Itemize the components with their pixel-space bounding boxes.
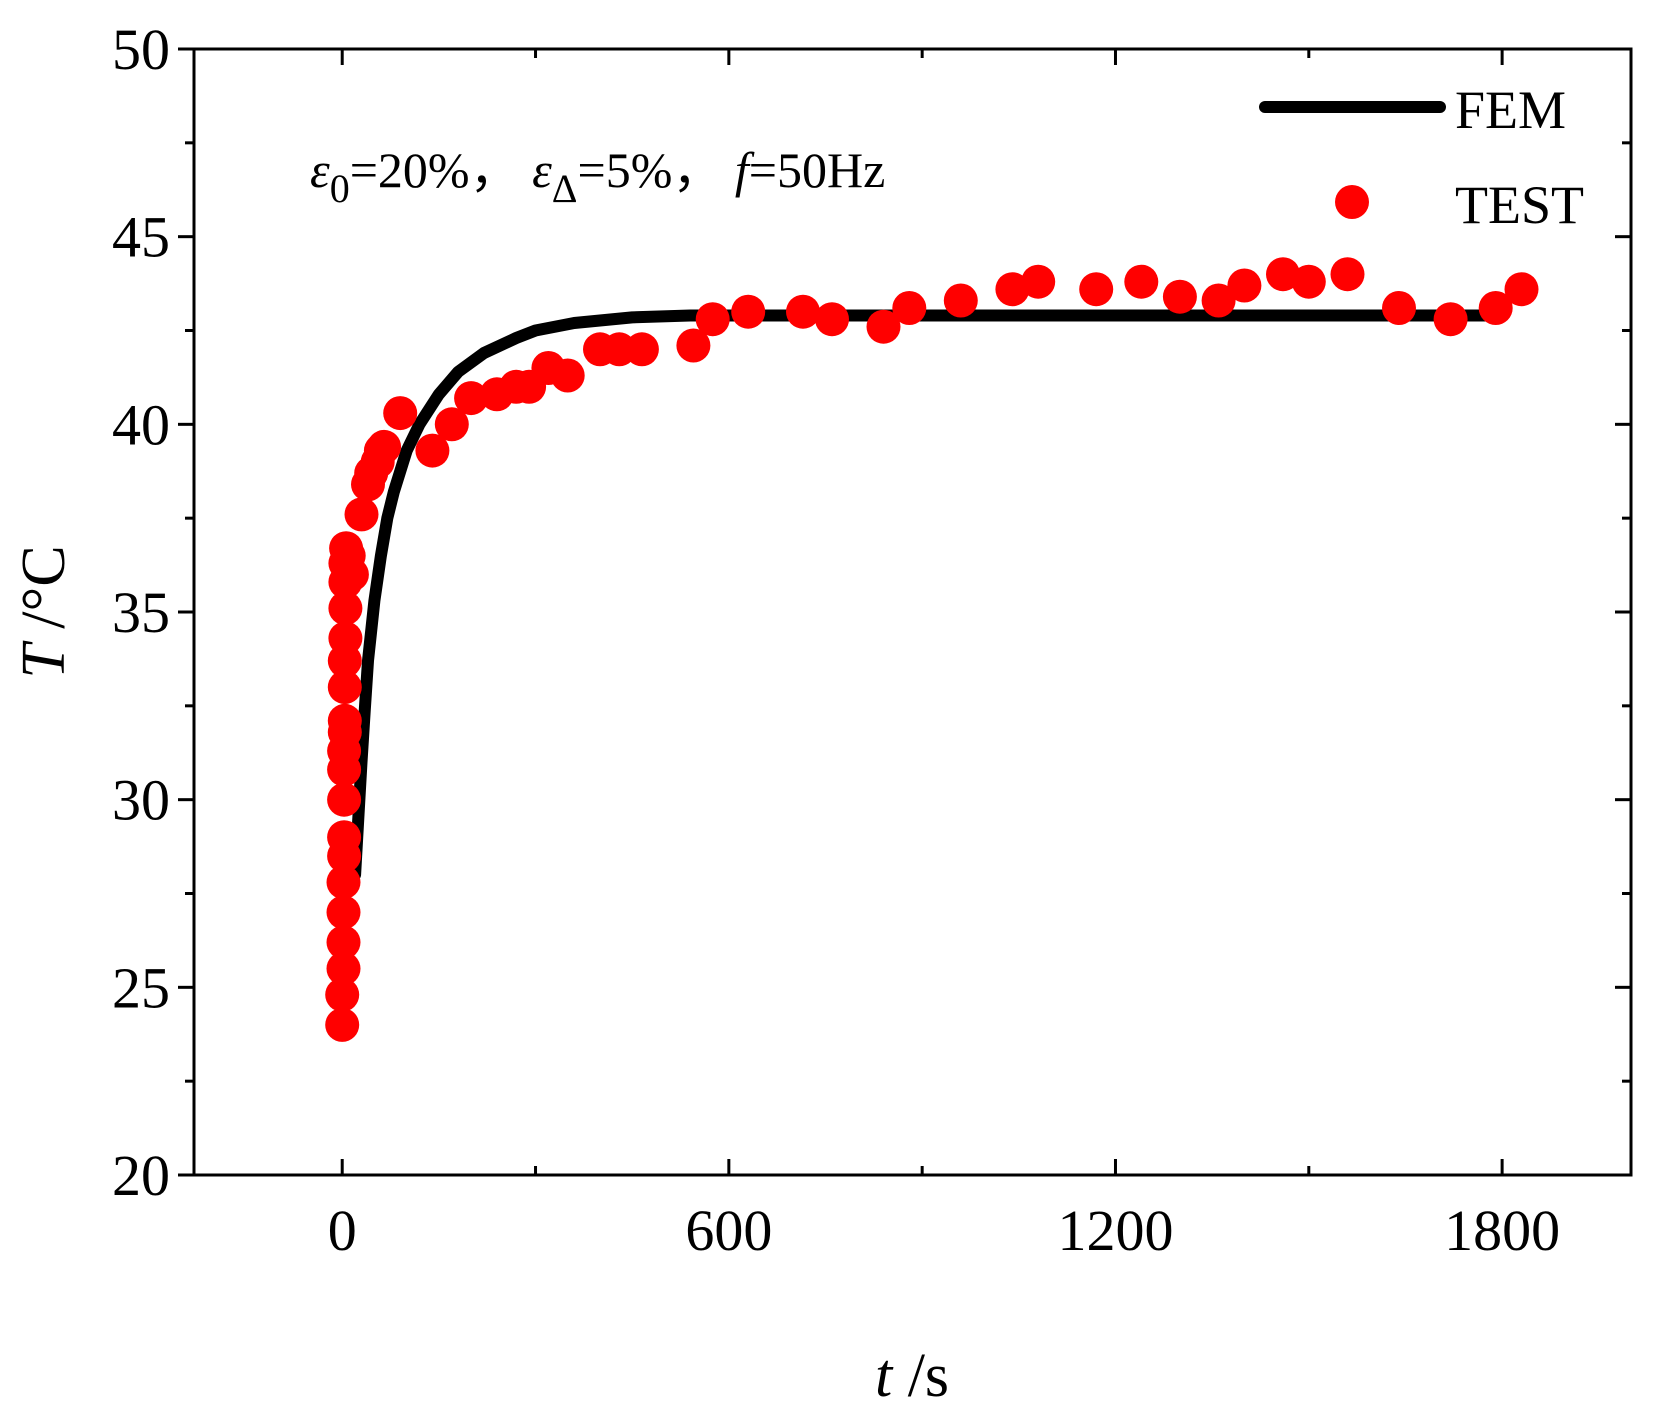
test-data-point — [1162, 279, 1197, 314]
test-data-point — [325, 1007, 360, 1042]
y-tick-label: 30 — [112, 768, 170, 833]
test-data-point — [1021, 264, 1056, 299]
epsilon-delta-symbol: ε — [532, 142, 552, 198]
y-tick-label: 40 — [112, 392, 170, 457]
test-data-point — [995, 272, 1030, 307]
legend-test-label: TEST — [1455, 175, 1584, 235]
test-data-point — [327, 703, 362, 738]
test-data-point — [1201, 283, 1236, 318]
y-tick-label: 45 — [112, 205, 170, 270]
frequency-value: =50Hz — [749, 142, 886, 198]
condition-annotation: ε0=20%， εΔ=5%， f=50Hz — [310, 142, 885, 211]
y-tick-label: 35 — [112, 580, 170, 645]
test-data-point — [344, 497, 379, 532]
test-data-point — [866, 309, 901, 344]
legend-test-marker — [1335, 185, 1369, 219]
test-data-point — [624, 332, 659, 367]
y-tick-label: 20 — [112, 1143, 170, 1208]
test-data-point — [1433, 302, 1468, 337]
test-data-point — [326, 895, 361, 930]
x-tick-label: 600 — [685, 1198, 772, 1263]
test-data-point — [815, 302, 849, 337]
test-data-point — [325, 977, 360, 1012]
y-axis-title: T /°C — [10, 545, 78, 678]
test-data-point — [1124, 264, 1159, 299]
test-data-point — [786, 294, 820, 329]
axes-layer: 0 600 1200 1800 20 25 30 35 40 45 50 — [112, 17, 1631, 1263]
test-data-point — [326, 951, 361, 986]
epsilon-delta-value: =5%， — [578, 142, 735, 198]
test-data-point — [1227, 268, 1262, 303]
test-data-point — [1291, 264, 1326, 299]
test-data-point — [327, 820, 362, 855]
epsilon-zero-subscript: 0 — [330, 166, 350, 211]
x-tick-label: 0 — [328, 1198, 357, 1263]
test-data-point — [383, 396, 418, 431]
x-tick-label: 1200 — [1057, 1198, 1173, 1263]
test-data-point — [334, 557, 369, 592]
legend: FEM TEST — [1259, 80, 1584, 235]
test-data-point — [1504, 272, 1539, 307]
x-tick-label: 1800 — [1444, 1198, 1560, 1263]
test-data-point — [327, 670, 362, 705]
test-data-point — [1382, 291, 1416, 325]
test-data-point — [550, 358, 585, 393]
test-data-point — [327, 782, 362, 817]
test-data-point — [1266, 257, 1300, 292]
test-data-point — [892, 291, 927, 325]
test-data-point — [1478, 291, 1513, 325]
series-layer — [325, 257, 1539, 1042]
epsilon-symbol: ε — [310, 142, 330, 198]
y-tick-label: 25 — [112, 955, 170, 1020]
test-data-point — [415, 433, 450, 468]
test-data-point — [731, 294, 766, 329]
test-data-point — [676, 328, 711, 363]
test-data-point — [367, 429, 402, 464]
test-data-point — [943, 283, 978, 318]
test-data-point — [328, 621, 363, 656]
test-data-point — [434, 407, 469, 442]
test-data-point — [454, 381, 489, 416]
test-data-point — [695, 302, 730, 337]
test-data-point — [326, 865, 361, 900]
test-data-point — [1330, 257, 1365, 292]
epsilon-zero-value: =20%， — [350, 142, 532, 198]
test-data-point — [1079, 272, 1114, 307]
x-axis-title: t /s — [875, 1342, 949, 1407]
test-data-point — [326, 925, 361, 960]
y-tick-label: 50 — [112, 17, 170, 82]
legend-fem-label: FEM — [1455, 80, 1566, 140]
test-data-point — [328, 591, 363, 626]
epsilon-delta-subscript: Δ — [552, 166, 578, 211]
